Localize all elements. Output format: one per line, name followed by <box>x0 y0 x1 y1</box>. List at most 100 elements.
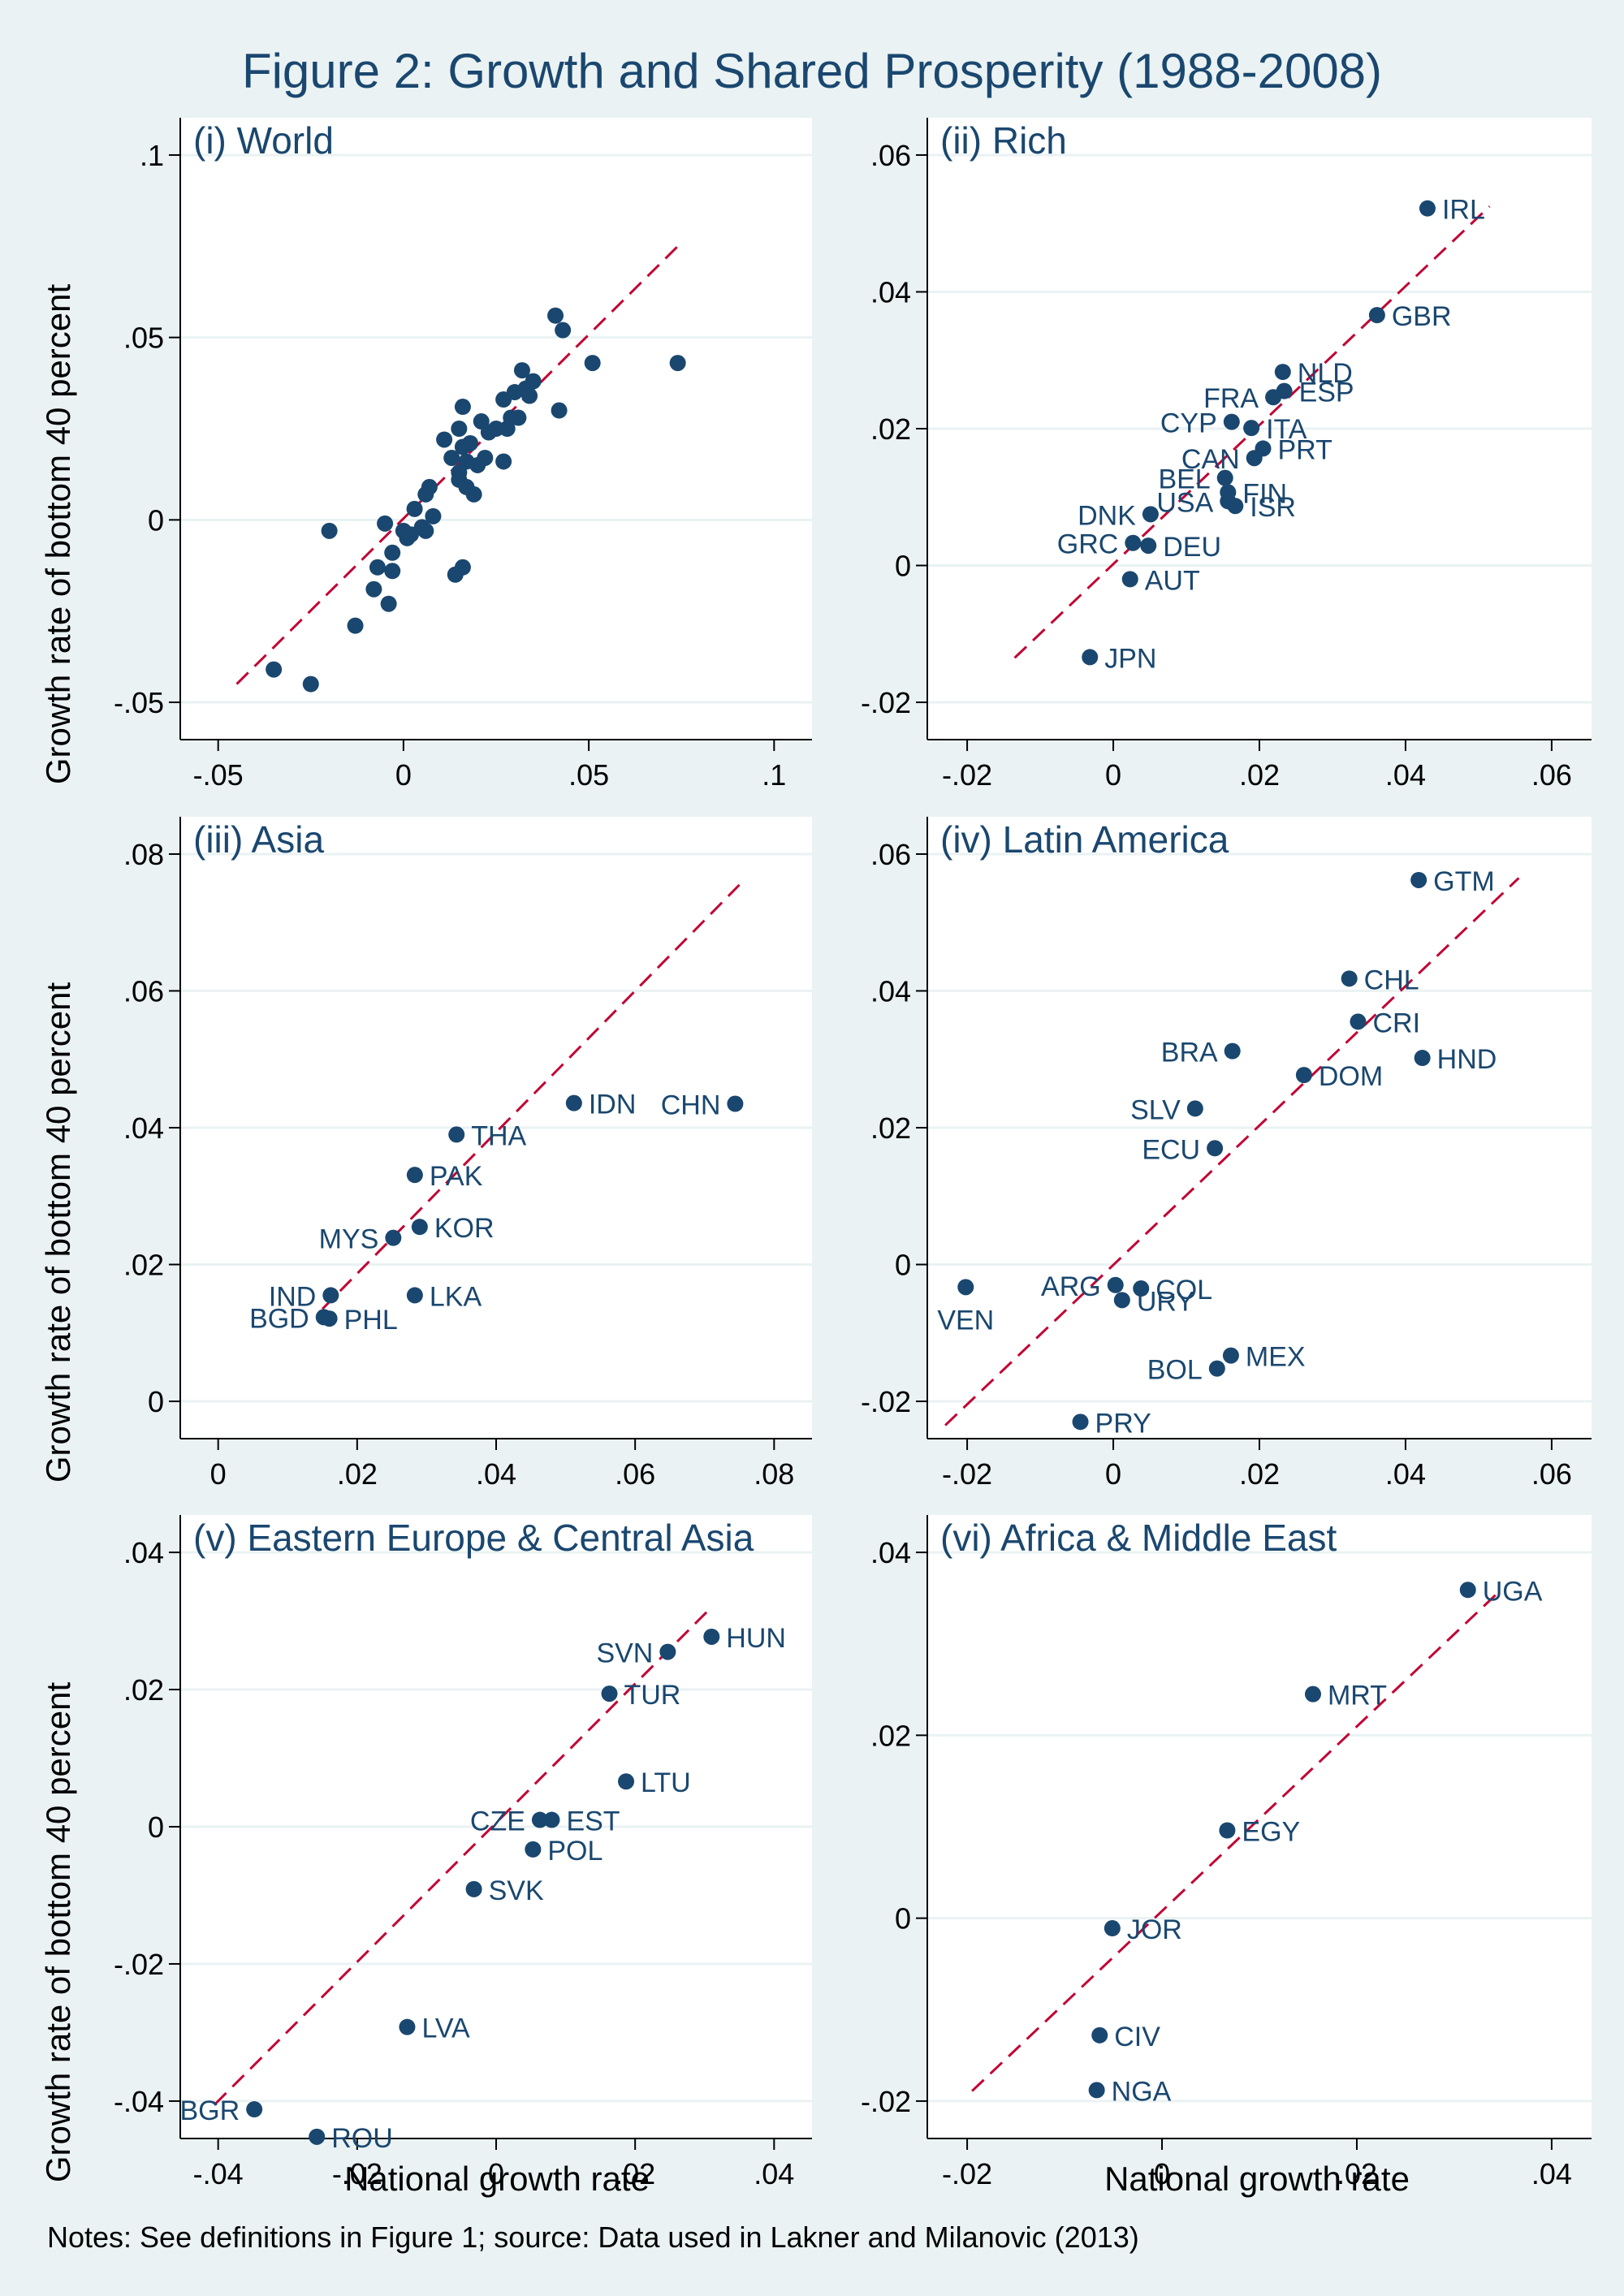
x-tick-label: .06 <box>1531 1457 1572 1491</box>
data-point <box>406 500 423 517</box>
x-tick-label: .05 <box>568 758 609 792</box>
point-dom <box>1295 1067 1312 1084</box>
y-tick-label: 0 <box>895 1249 911 1282</box>
y-tick-label: .02 <box>870 1719 911 1752</box>
x-tick-label: .02 <box>1337 2157 1377 2190</box>
point-aut <box>1121 571 1138 588</box>
point-kor <box>411 1219 428 1236</box>
y-tick-label: -.02 <box>861 1385 911 1418</box>
y-tick-label: .06 <box>123 974 164 1008</box>
point-ltu <box>618 1773 635 1790</box>
point-label: IRL <box>1442 195 1485 226</box>
panel-title: (iv) Latin America <box>940 818 1229 861</box>
point-label: CIV <box>1114 2022 1160 2052</box>
point-hun <box>703 1628 720 1645</box>
point-est <box>543 1811 560 1828</box>
point-bgr <box>246 2101 263 2118</box>
point-idn <box>565 1094 582 1111</box>
point-nld <box>1274 364 1291 381</box>
point-pry <box>1072 1413 1089 1431</box>
y-tick-label: .04 <box>870 275 911 309</box>
panel-title: (ii) Rich <box>940 119 1067 162</box>
point-label: EST <box>566 1806 620 1837</box>
point-label: SVN <box>596 1638 653 1669</box>
point-dnk <box>1142 506 1159 523</box>
point-label: EGY <box>1242 1817 1300 1848</box>
point-label: POL <box>547 1836 603 1867</box>
point-label: GRC <box>1057 529 1119 560</box>
data-point <box>436 431 453 448</box>
x-tick-label: .06 <box>1531 758 1572 792</box>
data-point <box>454 399 471 416</box>
data-point <box>421 478 438 495</box>
point-label: BGR <box>179 2095 240 2126</box>
point-label: ISR <box>1250 492 1296 523</box>
data-point <box>495 453 512 470</box>
point-label: FRA <box>1203 383 1259 414</box>
data-point <box>347 617 364 634</box>
x-tick-label: .04 <box>754 2157 794 2190</box>
point-egy <box>1219 1822 1236 1839</box>
data-point <box>555 322 572 339</box>
plot-area <box>927 1515 1592 2138</box>
point-label: LVA <box>421 2013 470 2044</box>
data-point <box>377 515 394 532</box>
point-grc <box>1125 534 1142 551</box>
data-point <box>302 675 319 693</box>
y-axis-label-row1: Growth rate of bottom 40 percent <box>39 284 77 785</box>
y-tick-label: -.02 <box>861 686 911 719</box>
x-tick-label: 0 <box>210 1457 227 1491</box>
point-label: KOR <box>434 1213 495 1244</box>
x-tick-label: .04 <box>1385 1457 1426 1491</box>
x-tick-label: .04 <box>1531 2157 1572 2190</box>
point-svk <box>465 1880 482 1897</box>
point-irl <box>1419 200 1436 217</box>
x-tick-label: 0 <box>488 2157 504 2190</box>
point-label: CRI <box>1372 1008 1420 1038</box>
point-label: BRA <box>1161 1038 1218 1068</box>
data-point <box>384 544 401 561</box>
x-tick-label: .02 <box>1239 758 1280 792</box>
point-ury <box>1113 1292 1130 1309</box>
point-ecu <box>1207 1140 1224 1157</box>
figure-title: Figure 2: Growth and Shared Prosperity (… <box>242 44 1382 98</box>
fit-line <box>944 877 1520 1426</box>
fit-line <box>971 1591 1499 2092</box>
point-lka <box>406 1287 423 1304</box>
point-bra <box>1224 1042 1241 1060</box>
point-label: BOL <box>1147 1355 1203 1386</box>
point-bol <box>1208 1360 1225 1377</box>
x-tick-label: -.02 <box>942 2157 992 2190</box>
y-tick-label: 0 <box>148 1810 164 1844</box>
point-label: DNK <box>1078 500 1136 531</box>
point-label: MRT <box>1328 1681 1387 1711</box>
point-chl <box>1341 970 1358 987</box>
point-cze <box>531 1811 548 1828</box>
point-label: MEX <box>1246 1342 1306 1373</box>
point-ita <box>1243 420 1260 437</box>
point-label: LKA <box>430 1281 482 1312</box>
point-label: CHL <box>1364 965 1419 995</box>
y-tick-label: .08 <box>123 838 164 871</box>
y-tick-label: .05 <box>123 322 164 355</box>
y-tick-label: -.02 <box>114 1948 164 1981</box>
data-point <box>465 486 482 503</box>
point-label: COL <box>1155 1275 1212 1306</box>
point-label: USA <box>1156 487 1213 518</box>
point-label: IDN <box>589 1090 637 1120</box>
point-bel <box>1216 469 1233 486</box>
point-label: ARG <box>1041 1271 1101 1302</box>
y-tick-label: .02 <box>123 1249 164 1282</box>
x-tick-label: .02 <box>337 1457 378 1491</box>
point-label: MYS <box>319 1224 379 1255</box>
y-tick-label: .02 <box>870 1111 911 1145</box>
point-tha <box>448 1126 465 1143</box>
panel-rich: -.02 0 .02 .04 .06 -.02 0 .02 .04 .06 IRL GBR NLDESP… <box>861 118 1592 792</box>
point-mrt <box>1304 1685 1321 1703</box>
point-label: NGA <box>1112 2076 1172 2107</box>
x-tick-label: -.02 <box>942 1457 992 1491</box>
point-label: DEU <box>1163 532 1221 563</box>
data-point <box>266 661 283 678</box>
point-label: PRY <box>1095 1408 1151 1439</box>
data-point <box>321 522 338 539</box>
